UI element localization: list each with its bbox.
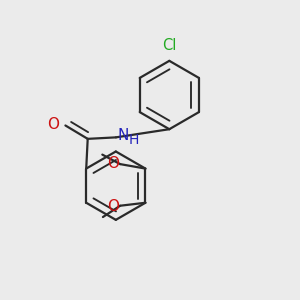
Text: O: O (47, 117, 59, 132)
Text: O: O (107, 156, 119, 171)
Text: N: N (117, 128, 129, 143)
Text: O: O (107, 199, 119, 214)
Text: H: H (128, 133, 139, 147)
Text: Cl: Cl (162, 38, 176, 53)
